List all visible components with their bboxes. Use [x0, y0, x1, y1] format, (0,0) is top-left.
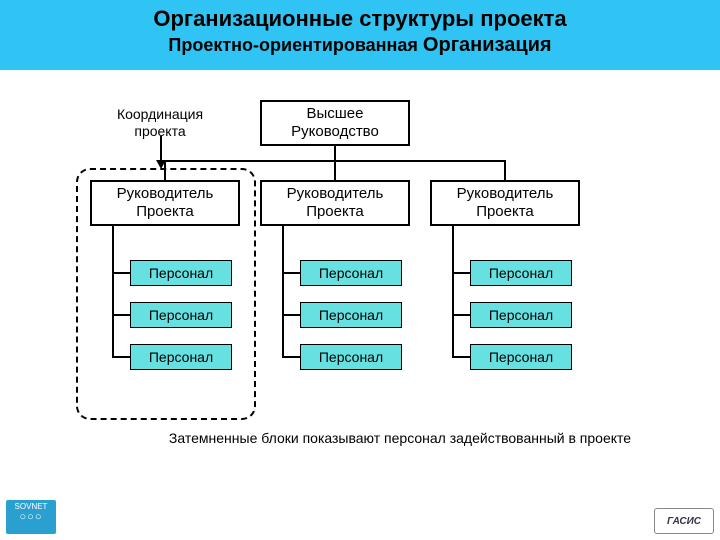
staff-conn-0-1 — [112, 314, 130, 316]
coord-arrow-stem — [160, 136, 162, 162]
subtitle-prefix: Проектно-ориентированная — [168, 35, 423, 55]
staff-conn-0-0 — [112, 272, 130, 274]
logo-gasis-text: ГАСИС — [667, 516, 701, 527]
staff-spine-0 — [112, 226, 114, 357]
staff-box-1-2: Персонал — [300, 344, 402, 370]
staff-conn-1-1 — [282, 314, 300, 316]
diagram-canvas: Координацияпроекта ВысшееРуководство Руков… — [0, 70, 720, 540]
staff-box-2-1: Персонал — [470, 302, 572, 328]
staff-spine-2 — [452, 226, 454, 357]
staff-conn-0-2 — [112, 356, 130, 358]
staff-box-2-0: Персонал — [470, 260, 572, 286]
top-drop — [334, 146, 336, 160]
project-manager-box-0: РуководительПроекта — [90, 180, 240, 226]
staff-conn-2-0 — [452, 272, 470, 274]
project-manager-box-2: РуководительПроекта — [430, 180, 580, 226]
staff-box-1-1: Персонал — [300, 302, 402, 328]
page-subtitle: Проектно-ориентированная Организация — [0, 34, 720, 57]
staff-conn-2-1 — [452, 314, 470, 316]
logo-gasis: ГАСИС — [654, 508, 714, 534]
staff-spine-1 — [282, 226, 284, 357]
footnote-text: Затемненные блоки показывают персонал за… — [120, 430, 680, 446]
subtitle-emph: Организация — [423, 34, 552, 56]
mgr-drop-2 — [504, 160, 506, 180]
staff-box-0-1: Персонал — [130, 302, 232, 328]
staff-conn-2-2 — [452, 356, 470, 358]
staff-box-0-2: Персонал — [130, 344, 232, 370]
top-management-box: ВысшееРуководство — [260, 100, 410, 146]
staff-box-1-0: Персонал — [300, 260, 402, 286]
logo-sovnet-dots: ○○○ — [6, 511, 56, 523]
mgr-drop-0 — [164, 160, 166, 180]
staff-conn-1-2 — [282, 356, 300, 358]
coord-label: Координацияпроекта — [100, 106, 220, 140]
project-manager-box-1: РуководительПроекта — [260, 180, 410, 226]
page-title: Организационные структуры проекта — [0, 6, 720, 32]
mgr-drop-1 — [334, 160, 336, 180]
logo-sovnet-text: SOVNET — [6, 502, 56, 511]
staff-conn-1-0 — [282, 272, 300, 274]
logo-sovnet: SOVNET ○○○ — [6, 500, 56, 534]
staff-box-2-2: Персонал — [470, 344, 572, 370]
header-bar: Организационные структуры проекта Проект… — [0, 0, 720, 70]
staff-box-0-0: Персонал — [130, 260, 232, 286]
